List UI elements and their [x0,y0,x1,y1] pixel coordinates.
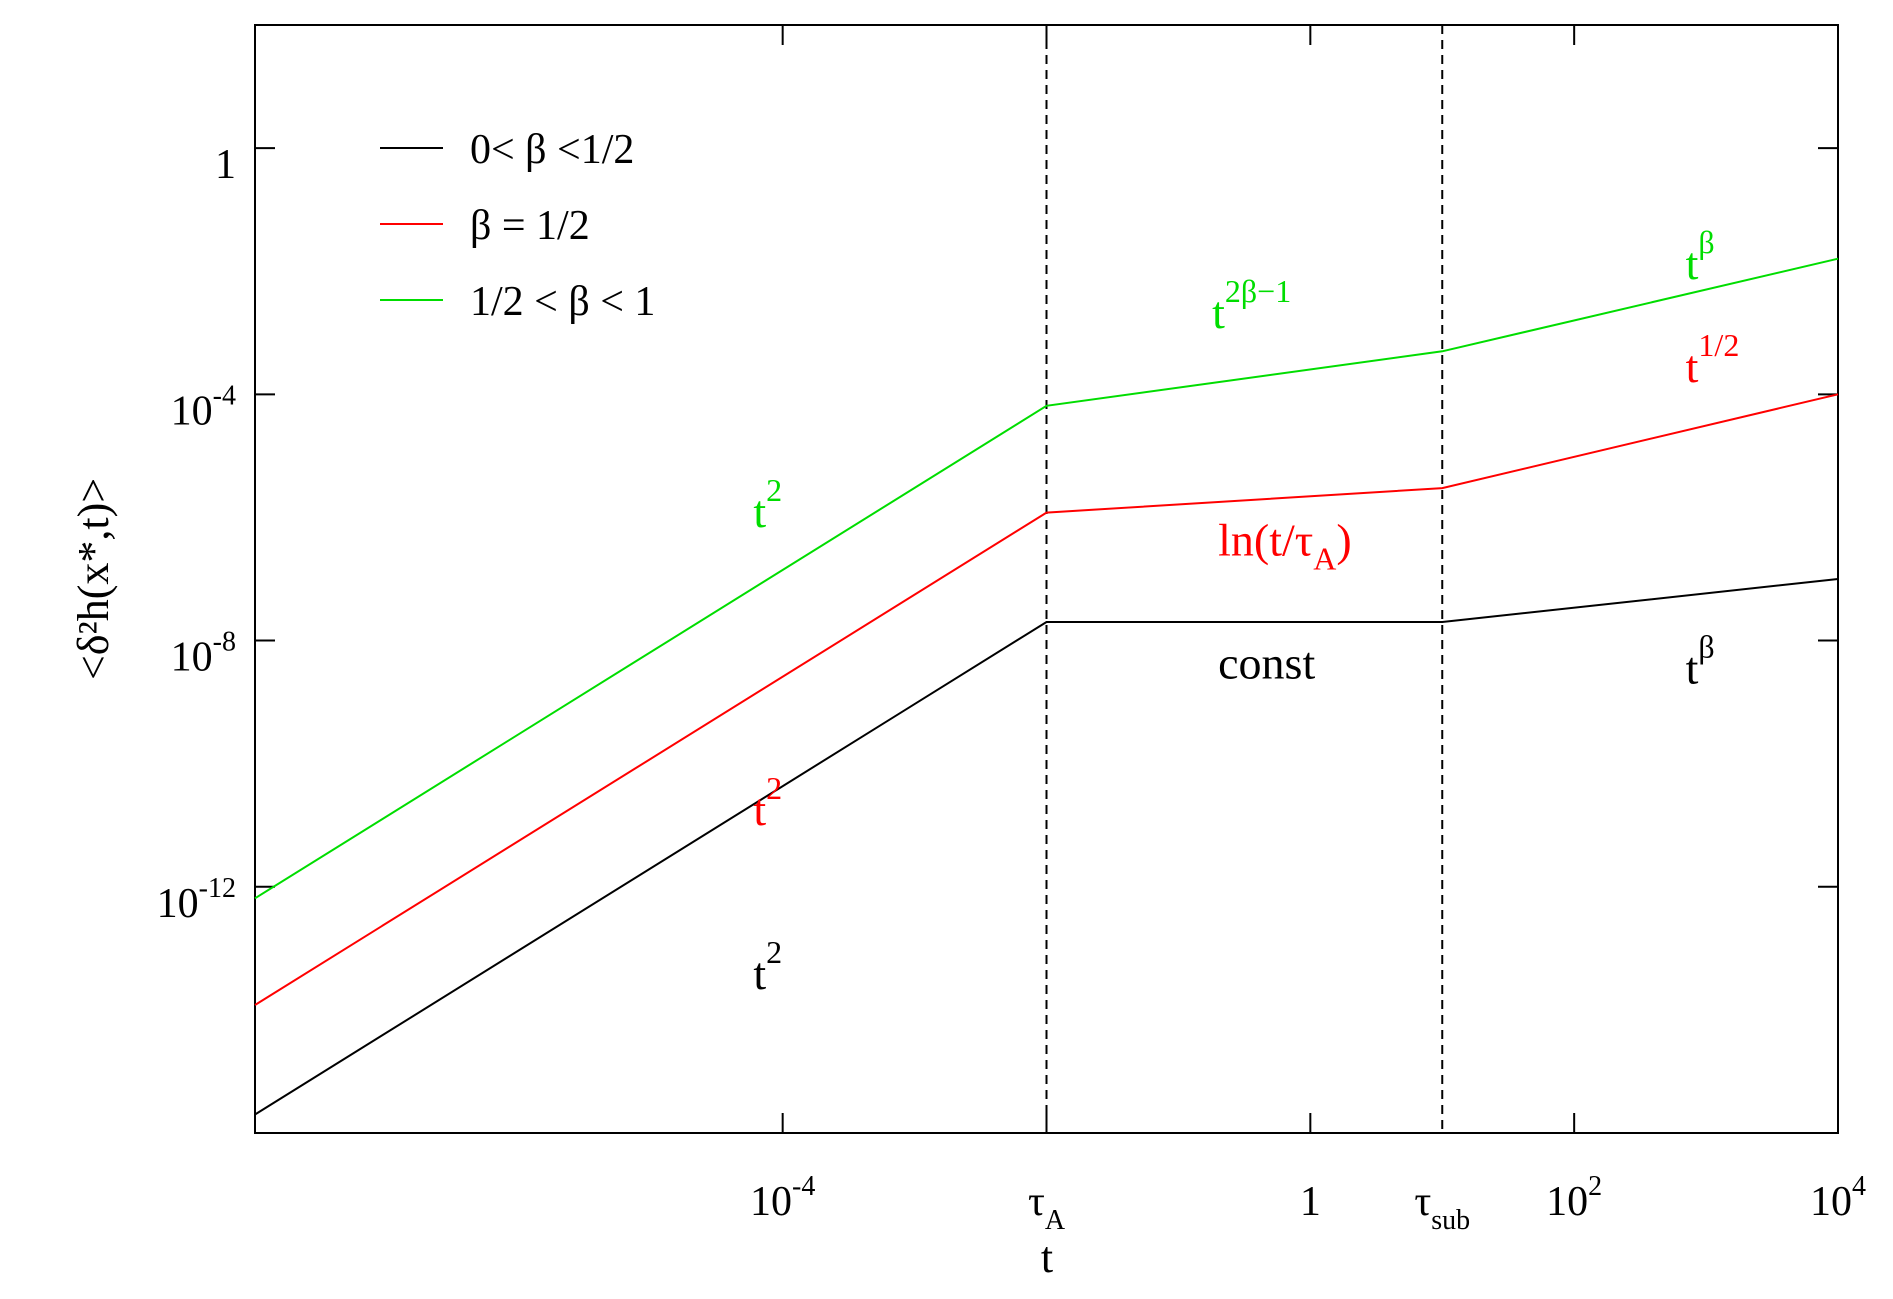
annotation-2: t2 [753,934,782,999]
annotation-5: const [1218,638,1315,689]
series-line-0 [254,578,1839,1116]
legend-label-1: β = 1/2 [470,203,590,249]
x-tick-label-0: 10-4 [750,1171,815,1225]
legend-label-2: 1/2 < β < 1 [470,279,655,325]
y-axis-label: <δ²h(x*,t)> [69,478,118,680]
x-tick-label-1: τA [1028,1179,1066,1236]
annotations-group: t2 t2 t2 t2β−1 ln(t/τA) const tβ t1/2 tβ [753,224,1739,999]
x-tick-label-5: 104 [1810,1171,1866,1225]
series-line-2 [254,257,1839,900]
annotation-1: t2 [753,770,782,835]
series-group [254,257,1839,1116]
vertical-lines-group [1045,25,1444,1133]
annotation-0: t2 [753,472,782,537]
y-tick-label-3: 10-12 [157,873,236,927]
y-tick-label-2: 10-8 [171,627,236,681]
y-tick-label-1: 10-4 [171,380,236,434]
series-line-1 [254,393,1839,1006]
x-tick-label-2: 1 [1300,1179,1321,1225]
y-tick-labels: 1 10-4 10-8 10-12 [157,142,236,927]
x-tick-labels: 10-4 τA 1 τsub 102 104 [750,1171,1866,1236]
x-tick-label-4: 102 [1546,1171,1602,1225]
annotation-8: tβ [1686,629,1715,694]
x-axis-label: t [1041,1233,1053,1282]
annotation-4: ln(t/τA) [1218,515,1352,577]
annotation-7: t1/2 [1686,327,1740,392]
legend-label-0: 0< β <1/2 [470,127,634,173]
y-tick-label-0: 1 [215,142,236,188]
x-tick-label-3: τsub [1414,1179,1470,1236]
annotation-6: tβ [1686,224,1715,289]
legend: 0< β <1/2 β = 1/2 1/2 < β < 1 [380,127,655,325]
annotation-3: t2β−1 [1212,273,1291,338]
